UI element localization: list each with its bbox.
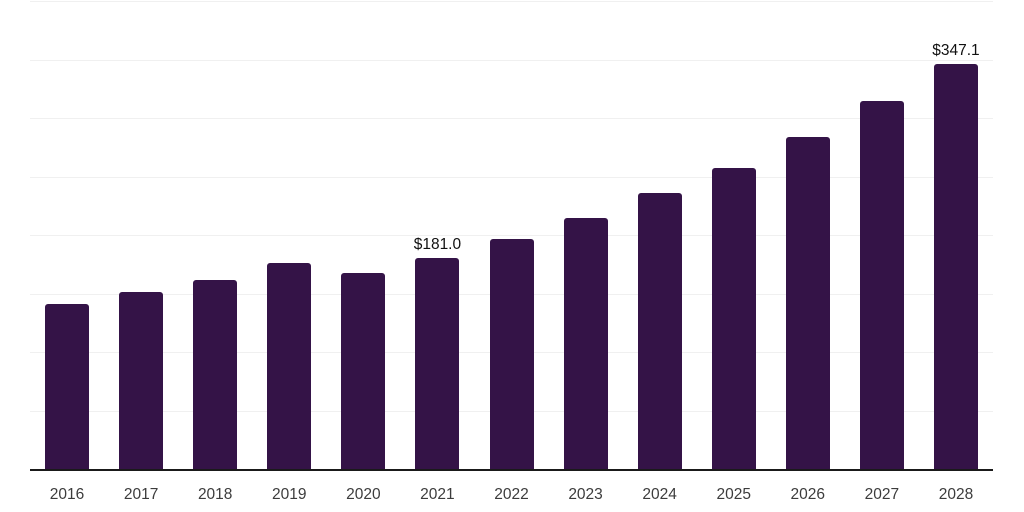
bar-2027[interactable]: [859, 101, 904, 470]
gridline: [30, 235, 993, 236]
plot-area: $181.0 $347.1: [30, 1, 993, 470]
bar-2020[interactable]: [341, 272, 386, 470]
x-axis: 2016 2017 2018 2019 2020 2021 2022 2023 2024 2025…: [30, 486, 993, 508]
bar-2026[interactable]: [785, 136, 830, 470]
x-tick-label: 2026: [790, 486, 826, 503]
bar-2018[interactable]: [193, 279, 238, 470]
bar-2016[interactable]: [45, 304, 90, 470]
x-tick-label: 2025: [716, 486, 751, 503]
bar-2025[interactable]: [711, 167, 756, 470]
bar-2019[interactable]: [267, 262, 312, 470]
x-tick-label: 2028: [938, 486, 974, 503]
bar-2024[interactable]: [637, 193, 682, 470]
gridline: [30, 118, 993, 119]
bar-value-label: $181.0: [413, 236, 462, 254]
gridline: [30, 59, 993, 61]
x-tick-label: 2016: [49, 486, 85, 503]
bar-value-label: $347.1: [932, 41, 980, 59]
gridline: [30, 1, 993, 2]
x-tick-label: 2023: [568, 486, 603, 503]
x-tick-label: 2019: [272, 486, 307, 503]
x-tick-label: 2024: [642, 486, 677, 503]
x-tick-label: 2021: [420, 486, 455, 503]
bar-2017[interactable]: [119, 292, 164, 470]
gridline: [30, 176, 993, 178]
bar-2021[interactable]: [415, 258, 460, 470]
x-tick-label: 2027: [864, 486, 900, 503]
bar-2028[interactable]: [933, 63, 978, 470]
x-tick-label: 2017: [123, 486, 159, 503]
bar-2022[interactable]: [489, 238, 534, 470]
x-tick-label: 2018: [197, 486, 233, 503]
bar-2023[interactable]: [563, 217, 608, 470]
x-axis-line: [30, 469, 993, 471]
x-tick-label: 2022: [494, 486, 529, 503]
x-tick-label: 2020: [346, 486, 381, 503]
